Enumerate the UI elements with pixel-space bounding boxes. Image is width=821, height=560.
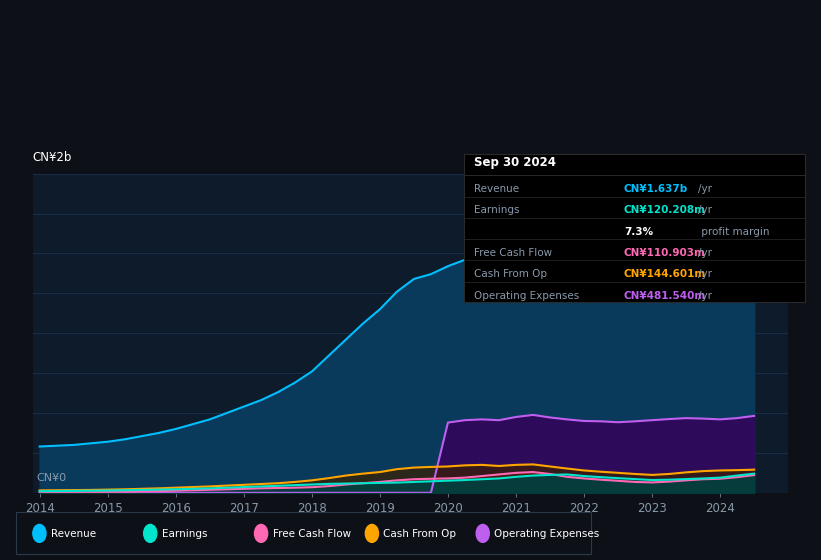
Text: CN¥0: CN¥0 (37, 473, 67, 483)
Text: Free Cash Flow: Free Cash Flow (474, 248, 552, 258)
Text: CN¥144.601m: CN¥144.601m (624, 269, 706, 279)
Text: Cash From Op: Cash From Op (383, 529, 456, 539)
Text: CN¥1.637b: CN¥1.637b (624, 184, 688, 194)
Text: CN¥481.540m: CN¥481.540m (624, 291, 706, 301)
Text: /yr: /yr (698, 291, 712, 301)
Text: Revenue: Revenue (51, 529, 96, 539)
Text: /yr: /yr (698, 206, 712, 216)
Text: Operating Expenses: Operating Expenses (474, 291, 579, 301)
Text: Earnings: Earnings (162, 529, 207, 539)
Text: /yr: /yr (698, 269, 712, 279)
Text: /yr: /yr (698, 184, 712, 194)
Text: Operating Expenses: Operating Expenses (494, 529, 599, 539)
Text: Earnings: Earnings (474, 206, 519, 216)
Text: Revenue: Revenue (474, 184, 519, 194)
Text: CN¥2b: CN¥2b (33, 151, 72, 164)
Text: CN¥120.208m: CN¥120.208m (624, 206, 706, 216)
Text: Sep 30 2024: Sep 30 2024 (474, 156, 556, 169)
Text: Free Cash Flow: Free Cash Flow (273, 529, 351, 539)
Text: /yr: /yr (698, 248, 712, 258)
Text: CN¥110.903m: CN¥110.903m (624, 248, 706, 258)
Text: profit margin: profit margin (698, 227, 769, 237)
Text: Cash From Op: Cash From Op (474, 269, 547, 279)
Text: 7.3%: 7.3% (624, 227, 653, 237)
